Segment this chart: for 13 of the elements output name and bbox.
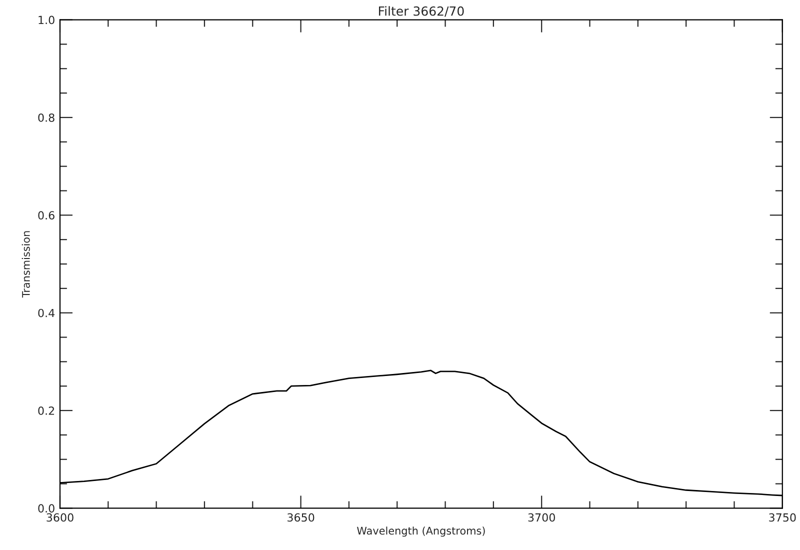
- chart-title: Filter 3662/70: [378, 6, 464, 17]
- y-tick-label: 0.4: [38, 308, 55, 318]
- y-axis-title: Transmission: [22, 231, 30, 298]
- y-tick-label: 0.6: [38, 211, 54, 220]
- x-tick-label: 3650: [288, 513, 314, 522]
- y-tick-label: 0.2: [38, 406, 54, 415]
- x-tick-label: 3700: [528, 513, 555, 522]
- x-tick-label: 3600: [46, 513, 74, 522]
- x-tick-label: 3750: [769, 513, 796, 522]
- y-tick-label: 0.8: [38, 113, 54, 122]
- y-tick-label: 0.0: [38, 504, 54, 513]
- x-axis-title: Wavelength (Angstroms): [357, 526, 485, 537]
- y-tick-label: 1.0: [38, 16, 54, 24]
